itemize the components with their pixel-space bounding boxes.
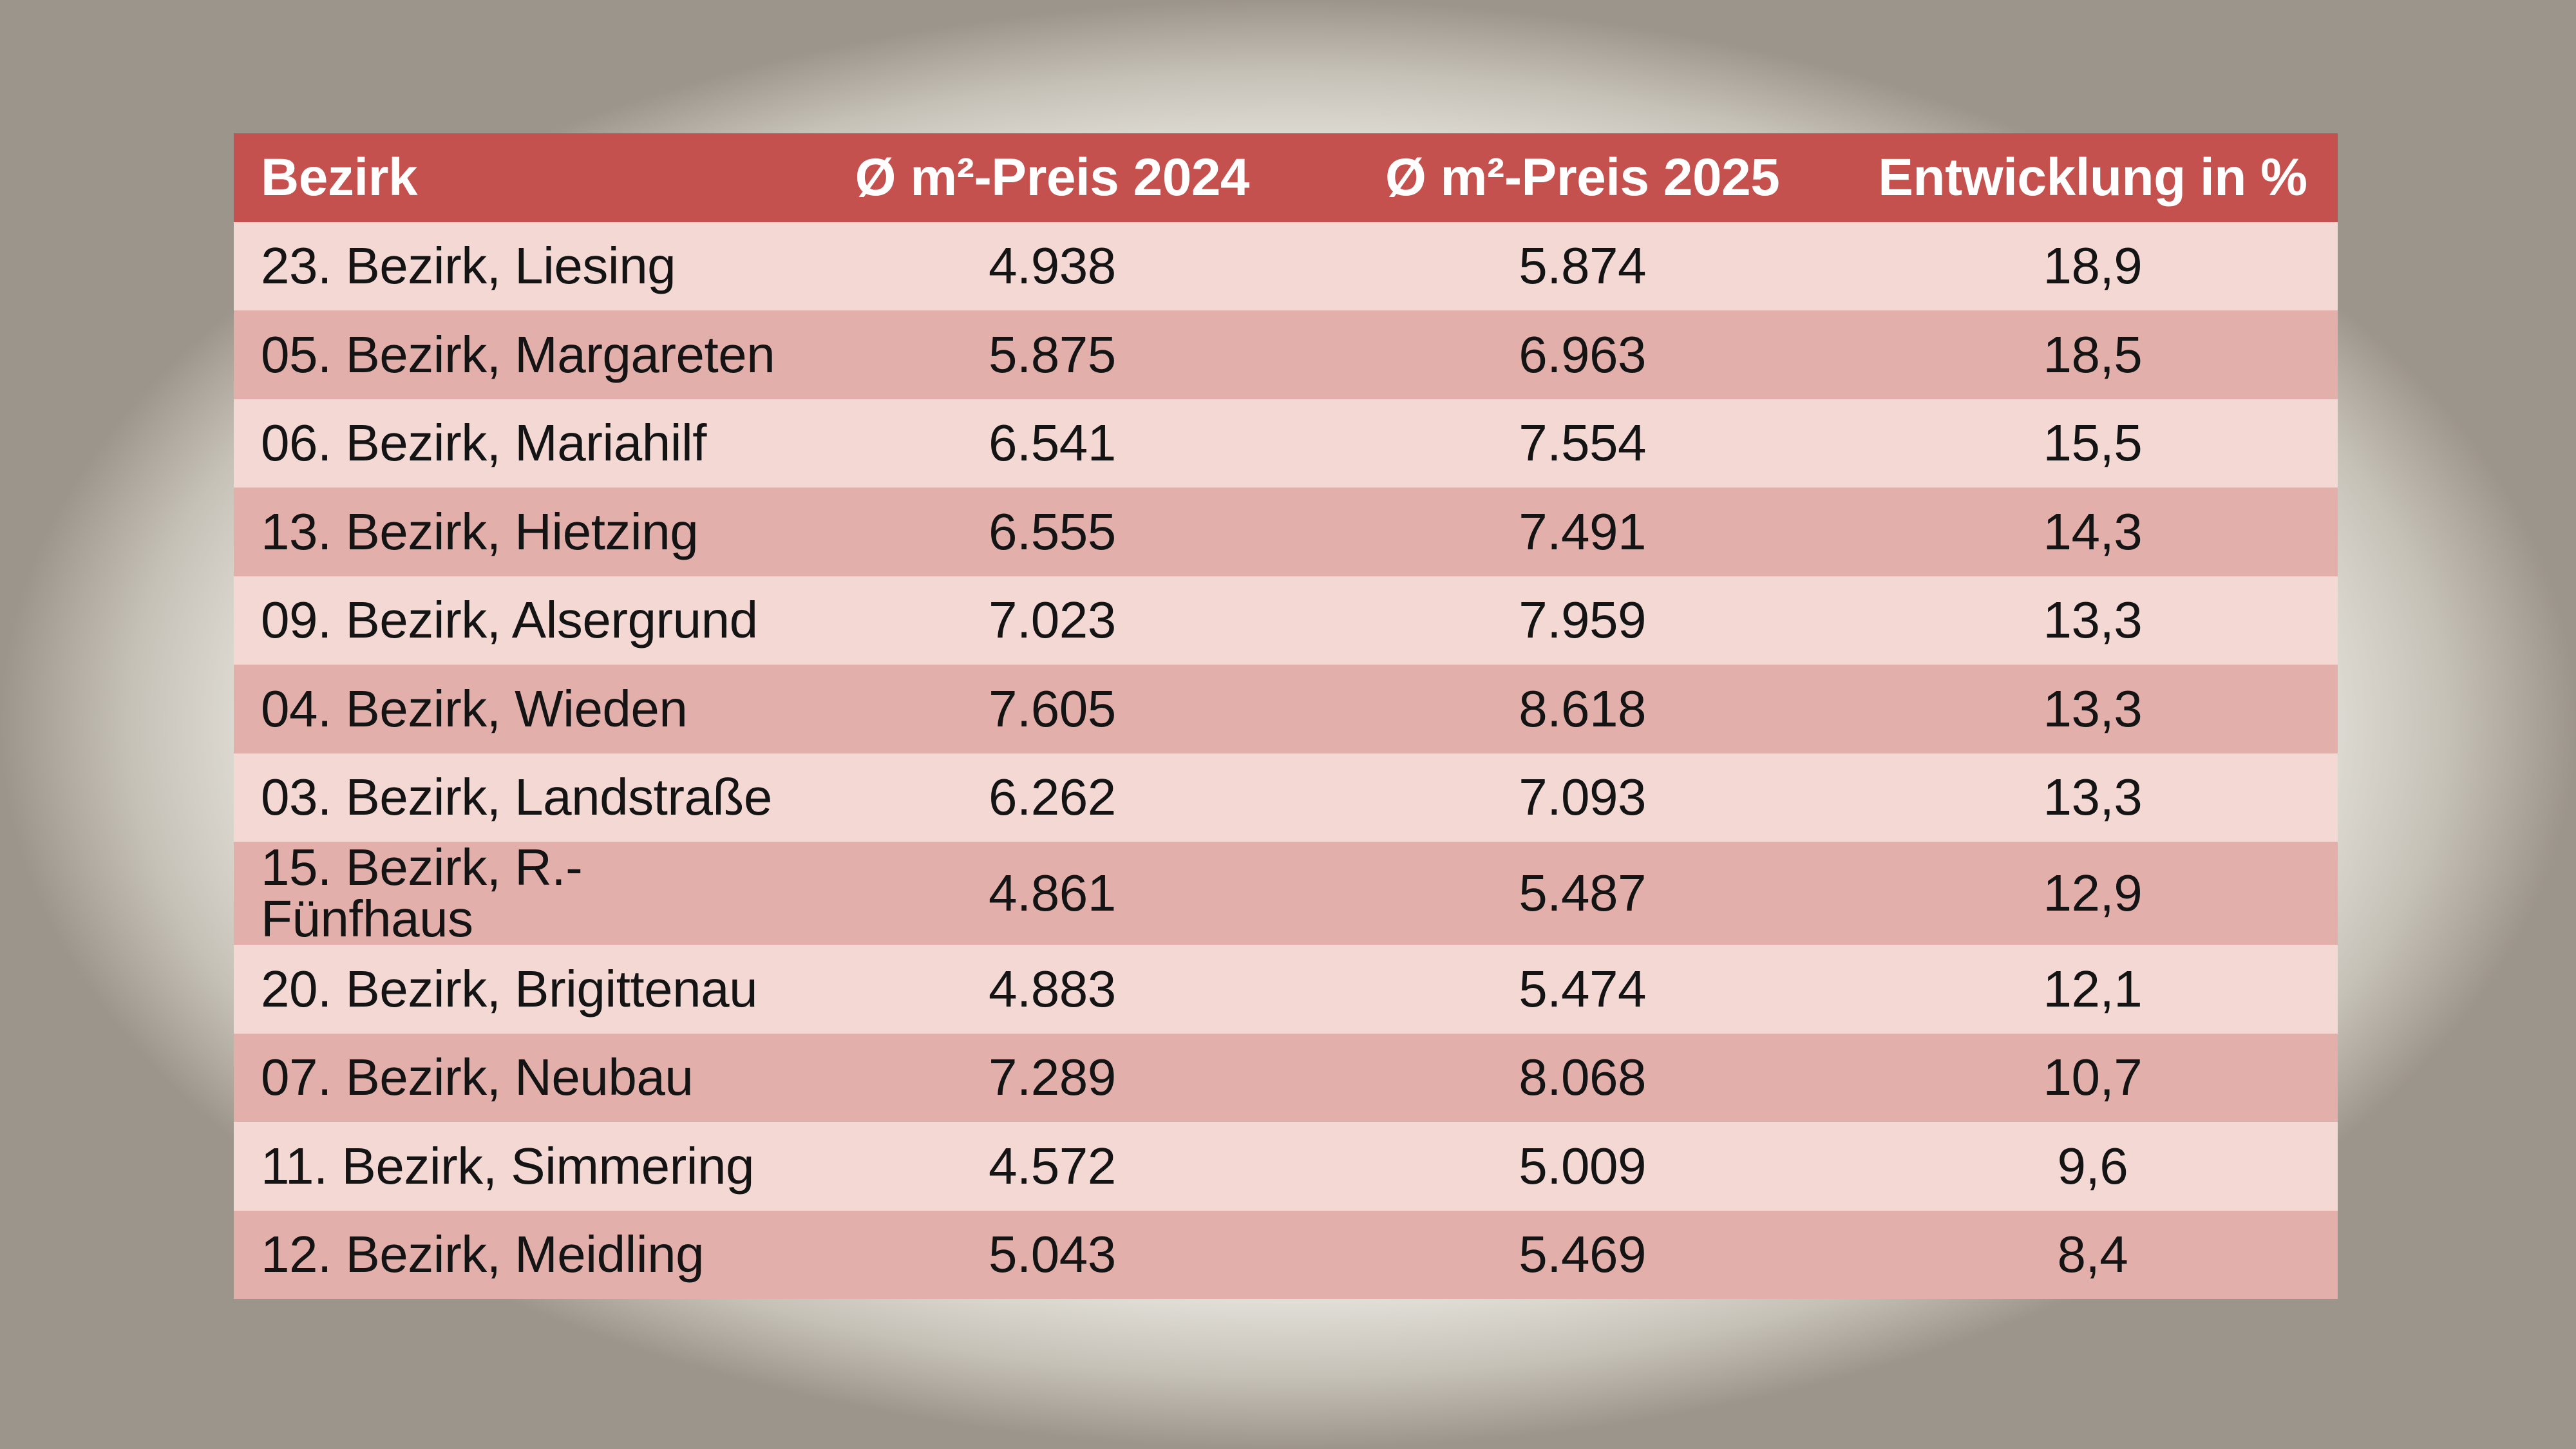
bezirk-cell: 12. Bezirk, Meidling	[261, 1226, 705, 1283]
header-bezirk: Bezirk	[261, 147, 418, 207]
bezirk-cell: 05. Bezirk, Margareten	[261, 325, 775, 383]
preis-2024-cell: 7.605	[989, 679, 1116, 737]
preis-2024-cell: 5.875	[989, 325, 1116, 383]
bezirk-cell: 13. Bezirk, Hietzing	[261, 502, 699, 560]
entwicklung-cell: 13,3	[2043, 591, 2143, 649]
preis-2025-cell: 5.009	[1519, 1137, 1646, 1195]
table-row: 07. Bezirk, Neubau 7.289 8.068 10,7	[234, 1033, 2338, 1122]
entwicklung-cell: 18,5	[2043, 325, 2143, 383]
preis-2025-cell: 6.963	[1519, 325, 1646, 383]
bezirk-cell: 04. Bezirk, Wieden	[261, 679, 688, 737]
preis-2025-cell: 7.959	[1519, 591, 1646, 649]
preis-2024-cell: 7.023	[989, 591, 1116, 649]
preis-2024-cell: 4.861	[989, 864, 1116, 922]
entwicklung-cell: 10,7	[2043, 1048, 2143, 1106]
entwicklung-cell: 12,9	[2043, 864, 2143, 922]
bezirk-cell: 06. Bezirk, Mariahilf	[261, 414, 706, 472]
table-row: 09. Bezirk, Alsergrund 7.023 7.959 13,3	[234, 576, 2338, 665]
entwicklung-cell: 14,3	[2043, 502, 2143, 560]
entwicklung-cell: 12,1	[2043, 960, 2143, 1018]
bezirk-cell: 23. Bezirk, Liesing	[261, 237, 676, 295]
entwicklung-cell: 15,5	[2043, 414, 2143, 472]
preis-2024-cell: 6.555	[989, 502, 1116, 560]
bezirk-cell: 15. Bezirk, R.-Fünfhaus	[261, 838, 583, 947]
bezirk-cell: 11. Bezirk, Simmering	[261, 1137, 755, 1195]
table-row: 06. Bezirk, Mariahilf 6.541 7.554 15,5	[234, 399, 2338, 488]
preis-2024-cell: 6.541	[989, 414, 1116, 472]
bezirk-cell: 20. Bezirk, Brigittenau	[261, 960, 758, 1018]
district-price-table: Bezirk Ø m²-Preis 2024 Ø m²-Preis 2025 E…	[234, 133, 2338, 1299]
table-row: 20. Bezirk, Brigittenau 4.883 5.474 12,1	[234, 945, 2338, 1034]
table-row: 04. Bezirk, Wieden 7.605 8.618 13,3	[234, 665, 2338, 753]
bezirk-cell: 07. Bezirk, Neubau	[261, 1048, 694, 1106]
entwicklung-cell: 8,4	[2057, 1226, 2128, 1283]
entwicklung-cell: 9,6	[2057, 1137, 2128, 1195]
preis-2025-cell: 7.093	[1519, 768, 1646, 826]
preis-2024-cell: 7.289	[989, 1048, 1116, 1106]
preis-2024-cell: 4.883	[989, 960, 1116, 1018]
entwicklung-cell: 13,3	[2043, 768, 2143, 826]
entwicklung-cell: 13,3	[2043, 679, 2143, 737]
table-row: 13. Bezirk, Hietzing 6.555 7.491 14,3	[234, 488, 2338, 576]
preis-2025-cell: 5.874	[1519, 237, 1646, 295]
entwicklung-cell: 18,9	[2043, 237, 2143, 295]
bezirk-cell: 03. Bezirk, Landstraße	[261, 768, 772, 826]
table-header-row: Bezirk Ø m²-Preis 2024 Ø m²-Preis 2025 E…	[234, 133, 2338, 222]
preis-2025-cell: 7.554	[1519, 414, 1646, 472]
header-entwicklung: Entwicklung in %	[1878, 147, 2307, 207]
preis-2024-cell: 6.262	[989, 768, 1116, 826]
preis-2024-cell: 5.043	[989, 1226, 1116, 1283]
table-row: 12. Bezirk, Meidling 5.043 5.469 8,4	[234, 1210, 2338, 1299]
header-preis-2024: Ø m²-Preis 2024	[855, 147, 1250, 207]
table-row: 15. Bezirk, R.-Fünfhaus 4.861 5.487 12,9	[234, 842, 2338, 945]
preis-2025-cell: 5.469	[1519, 1226, 1646, 1283]
preis-2025-cell: 8.068	[1519, 1048, 1646, 1106]
table-row: 03. Bezirk, Landstraße 6.262 7.093 13,3	[234, 753, 2338, 842]
preis-2025-cell: 5.474	[1519, 960, 1646, 1018]
preis-2025-cell: 7.491	[1519, 502, 1646, 560]
bezirk-cell: 09. Bezirk, Alsergrund	[261, 591, 758, 649]
table-row: 23. Bezirk, Liesing 4.938 5.874 18,9	[234, 222, 2338, 310]
preis-2024-cell: 4.938	[989, 237, 1116, 295]
preis-2025-cell: 8.618	[1519, 679, 1646, 737]
table-row: 11. Bezirk, Simmering 4.572 5.009 9,6	[234, 1122, 2338, 1211]
header-preis-2025: Ø m²-Preis 2025	[1385, 147, 1780, 207]
preis-2025-cell: 5.487	[1519, 864, 1646, 922]
table-row: 05. Bezirk, Margareten 5.875 6.963 18,5	[234, 310, 2338, 399]
preis-2024-cell: 4.572	[989, 1137, 1116, 1195]
